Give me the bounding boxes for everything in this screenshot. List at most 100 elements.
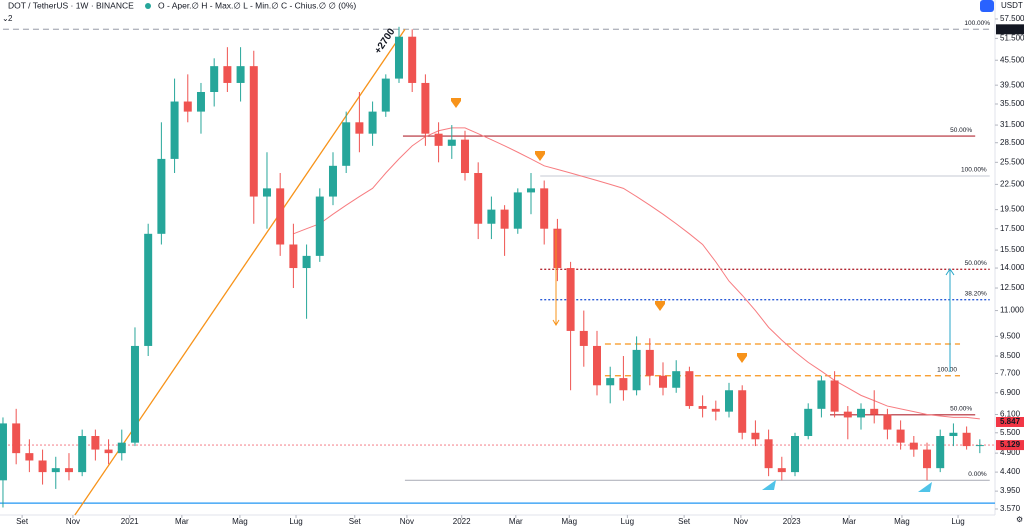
x-tick-label: Mar: [509, 517, 523, 526]
candle-body: [593, 345, 601, 386]
candle-body: [0, 423, 7, 481]
candle-body: [764, 439, 773, 469]
candle-body: [685, 371, 694, 407]
y-tick-label: 9.500: [1000, 332, 1021, 341]
plot-area: 100.00% 50.00% 100.00% 50.00% 38.20% 100.00 50…: [0, 20, 995, 516]
x-tick-label: Mar: [842, 517, 856, 526]
candle-body: [460, 139, 469, 174]
x-tick-label: Mar: [175, 517, 189, 526]
candle-body: [672, 371, 681, 388]
candle-body: [909, 442, 918, 450]
candle-body: [236, 66, 245, 83]
status-dot: [145, 3, 151, 9]
candle-body: [606, 378, 615, 386]
candle-body: [711, 408, 720, 412]
candle-body: [526, 188, 535, 193]
candle-body: [725, 390, 734, 412]
measure-arrow-head: [945, 268, 955, 276]
y-tick-label: 25.500: [1000, 157, 1024, 166]
candle-body: [223, 66, 232, 83]
candle-body: [817, 380, 826, 409]
level-label: 38.20%: [965, 290, 987, 297]
x-tick-label: Lug: [621, 517, 634, 526]
price-tag: [996, 24, 1024, 35]
x-tick-label: Nov: [734, 517, 748, 526]
x-tick-label: Mag: [894, 517, 910, 526]
candle-body: [513, 192, 522, 229]
candle-body: [857, 408, 866, 418]
y-tick-label: 19.500: [1000, 205, 1024, 214]
x-tick-label: Set: [678, 517, 691, 526]
candle-body: [500, 209, 509, 229]
x-tick-label: Mag: [561, 517, 577, 526]
candle-body: [117, 442, 126, 454]
candle-body: [540, 188, 549, 229]
price-tag-label: 54.219: [1000, 24, 1024, 33]
candle-body: [64, 468, 73, 473]
y-tick-label: 8.500: [1000, 351, 1021, 360]
candle-body: [777, 468, 786, 473]
x-tick-label: 2021: [121, 517, 139, 526]
y-tick-label: 6.900: [1000, 388, 1021, 397]
level-label: 100.00%: [961, 167, 987, 174]
level-label: 50.00%: [965, 260, 987, 267]
candle-body: [645, 349, 654, 376]
candle-body: [632, 349, 641, 391]
candle-body: [342, 122, 351, 166]
candle-body: [843, 411, 852, 418]
candle-body: [579, 330, 588, 346]
measure-arrow-head: [552, 319, 560, 326]
candle-body: [144, 233, 153, 346]
candle-body: [830, 380, 839, 412]
y-tick-label: 57.500: [1000, 14, 1024, 23]
y-tick-label: 12.500: [1000, 283, 1024, 292]
candle-body: [25, 453, 34, 461]
y-tick-label: 35.500: [1000, 99, 1024, 108]
candle-body: [196, 91, 205, 112]
candle-body: [751, 432, 760, 440]
candle-body: [157, 158, 166, 234]
candle-body: [896, 429, 905, 443]
arrow-down: [655, 301, 665, 311]
y-tick-label: 3.570: [1000, 504, 1021, 513]
candle-body: [130, 345, 139, 443]
candle-body: [421, 82, 430, 134]
marker-arrow: [918, 482, 932, 492]
y-tick-label: 17.500: [1000, 224, 1024, 233]
y-tick-label: 15.500: [1000, 245, 1024, 254]
candle-body: [962, 432, 971, 447]
candle-body: [38, 460, 47, 473]
x-tick-label: Nov: [66, 517, 80, 526]
level-label: 50.00%: [950, 127, 972, 134]
candle-body: [659, 375, 668, 388]
candle-body: [328, 165, 337, 197]
y-tick-label: 28.500: [1000, 138, 1024, 147]
y-tick-label: 6.100: [1000, 410, 1021, 419]
level-label: 50.00%: [950, 406, 972, 413]
level-label: 100.00: [937, 366, 957, 373]
y-tick-label: 31.500: [1000, 120, 1024, 129]
candle-body: [870, 408, 879, 415]
candle-body: [78, 436, 87, 473]
x-tick-label: Nov: [400, 517, 414, 526]
candle-body: [276, 188, 285, 245]
candle-body: [170, 101, 179, 159]
price-tag: [996, 416, 1024, 427]
x-tick-label: 2022: [453, 517, 471, 526]
indicator-toggle[interactable]: ⌄: [2, 14, 9, 23]
y-tick-label: 4.400: [1000, 467, 1021, 476]
candle-body: [923, 449, 932, 469]
candle-body: [394, 36, 403, 79]
candle-body: [249, 66, 258, 197]
indicator-count: 2: [8, 14, 13, 23]
y-tick-label: 14.000: [1000, 263, 1024, 272]
settings-icon[interactable]: ⚙: [1016, 515, 1023, 524]
toolbar-icon[interactable]: [980, 0, 994, 12]
candle-body: [804, 408, 813, 437]
price-tag: [996, 440, 1024, 451]
annotations: ⚙: [451, 0, 1023, 524]
candle-body: [381, 78, 390, 112]
ohlc-legend: O - Aper.∅ H - Max.∅ L - Min.∅ C - Chius…: [158, 0, 356, 10]
